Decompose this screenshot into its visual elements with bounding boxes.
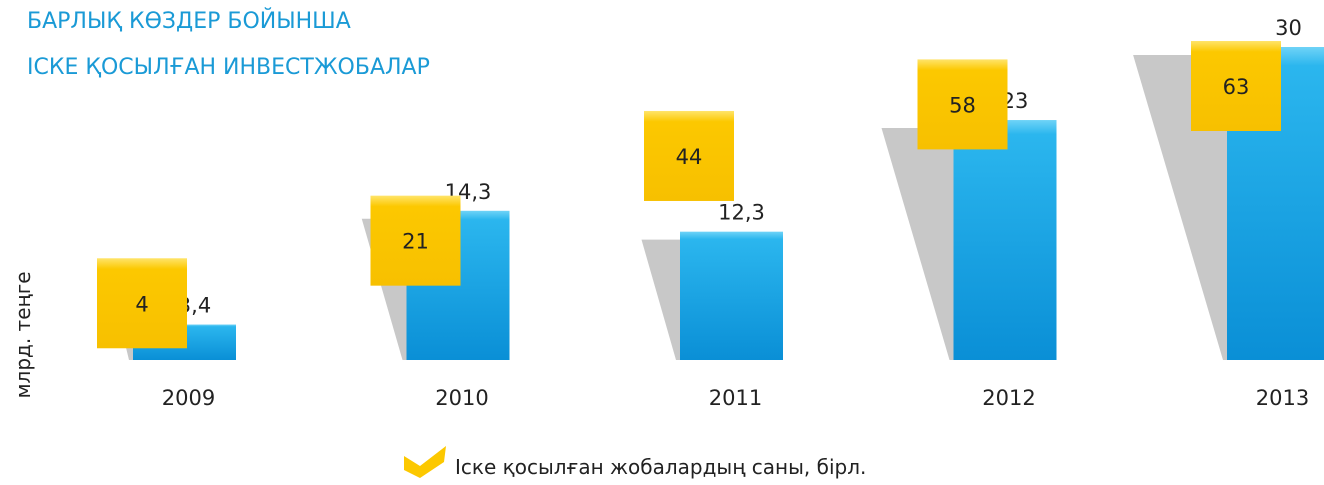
legend-label: Іске қосылған жобалардың саны, бірл. [455,455,866,479]
shadow [641,239,680,360]
value-label: 21 [402,230,429,254]
y-axis-label: млрд. теңге [11,271,35,398]
marker [370,195,461,286]
x-tick-label: 2010 [435,386,488,410]
marker [1191,41,1281,131]
value-label: 58 [949,93,976,117]
bar [953,120,1057,361]
value-label: 12,3 [718,201,765,225]
bar [680,231,783,360]
marker [917,59,1008,150]
x-tick-label: 2012 [982,386,1035,410]
chart-title: ІСКЕ ҚОСЫЛҒАН ИНВЕСТЖОБАЛАР [27,55,430,80]
value-label: 4 [135,292,148,316]
x-tick-label: 2011 [709,386,762,410]
marker [644,110,734,201]
value-label: 63 [1223,75,1250,99]
x-tick-label: 2009 [162,386,215,410]
shadow [1133,55,1227,360]
value-label: 44 [676,145,703,169]
chart-title: БАРЛЫҚ КӨЗДЕР БОЙЫНША [27,8,351,34]
x-tick-label: 2013 [1256,386,1309,410]
marker [97,258,187,349]
legend-icon [404,446,446,478]
value-label: 30 [1275,16,1302,40]
shadow [881,128,954,360]
